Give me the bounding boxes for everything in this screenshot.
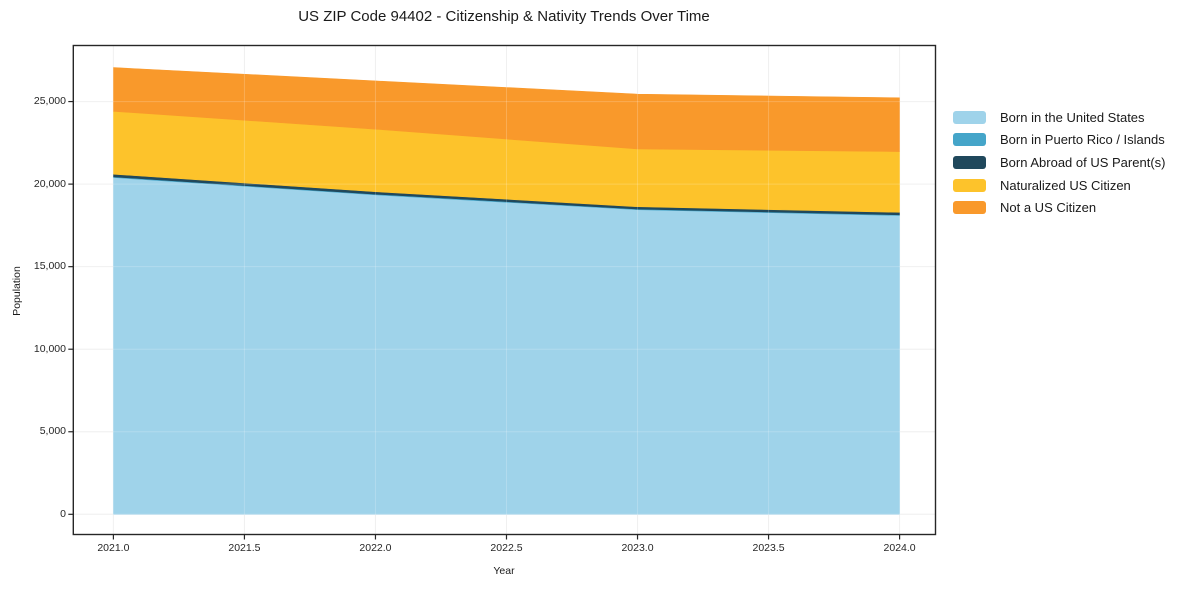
legend-label: Naturalized US Citizen xyxy=(1000,177,1131,193)
legend-swatch xyxy=(953,201,986,215)
y-tick-label: 20,000 xyxy=(33,177,66,190)
legend-item: Born in the United States xyxy=(953,106,1165,129)
legend-swatch xyxy=(953,133,986,147)
x-tick-label: 2022.5 xyxy=(490,542,523,554)
legend-label: Born Abroad of US Parent(s) xyxy=(1000,154,1166,170)
legend-item: Naturalized US Citizen xyxy=(953,174,1165,197)
x-tick-label: 2021.0 xyxy=(97,542,130,554)
area-series-4 xyxy=(113,67,900,152)
y-axis-label: Population xyxy=(11,266,23,316)
legend-swatch xyxy=(953,110,986,124)
legend-label: Born in Puerto Rico / Islands xyxy=(1000,132,1165,148)
legend-item: Born in Puerto Rico / Islands xyxy=(953,129,1165,152)
x-tick-label: 2024.0 xyxy=(883,542,916,554)
y-tick-label: 15,000 xyxy=(33,260,66,273)
x-tick-label: 2023.0 xyxy=(621,542,654,554)
legend-label: Not a US Citizen xyxy=(1000,200,1097,216)
legend-swatch xyxy=(953,155,986,169)
legend: Born in the United States Born in Puerto… xyxy=(953,106,1165,219)
x-tick-label: 2022.0 xyxy=(359,542,392,554)
y-tick-label: 0 xyxy=(60,507,66,520)
legend-item: Not a US Citizen xyxy=(953,196,1165,219)
y-tick-label: 5,000 xyxy=(39,425,66,438)
plot-frame xyxy=(72,44,937,536)
legend-item: Born Abroad of US Parent(s) xyxy=(953,151,1165,174)
y-tick-label: 10,000 xyxy=(33,342,66,355)
y-tick-label: 25,000 xyxy=(33,95,66,108)
x-tick-label: 2023.5 xyxy=(752,542,785,554)
x-axis-label: Year xyxy=(493,565,515,577)
legend-label: Born in the United States xyxy=(1000,109,1145,125)
chart-title: US ZIP Code 94402 - Citizenship & Nativi… xyxy=(298,8,710,25)
x-tick-label: 2021.5 xyxy=(228,542,261,554)
legend-swatch xyxy=(953,178,986,192)
